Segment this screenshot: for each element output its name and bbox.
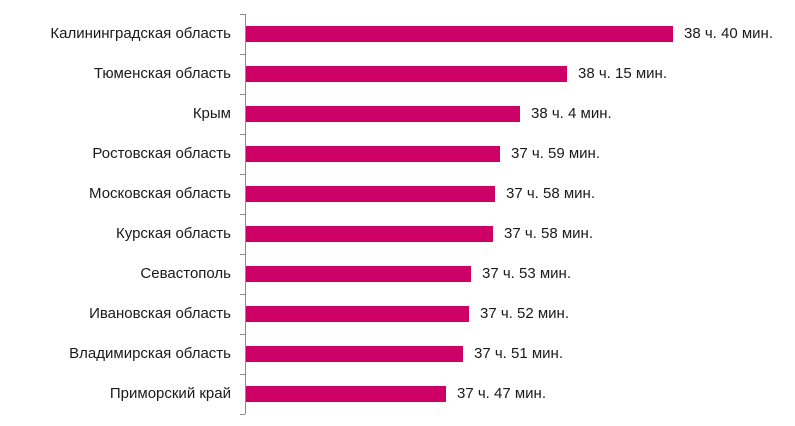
category-label: Калининградская область <box>50 25 231 42</box>
category-label: Севастополь <box>140 265 231 282</box>
category-label: Ивановская область <box>89 305 231 322</box>
value-label: 38 ч. 4 мин. <box>531 105 612 122</box>
value-label: 37 ч. 58 мин. <box>504 225 593 242</box>
bar <box>246 266 471 282</box>
bar <box>246 226 493 242</box>
value-label: 37 ч. 51 мин. <box>474 345 563 362</box>
bar <box>246 146 500 162</box>
category-label: Курская область <box>116 225 231 242</box>
bar <box>246 186 495 202</box>
value-label: 37 ч. 53 мин. <box>482 265 571 282</box>
value-label: 38 ч. 40 мин. <box>684 25 773 42</box>
axis-tick <box>240 54 245 55</box>
bar <box>246 306 469 322</box>
category-label: Приморский край <box>109 385 231 402</box>
category-axis <box>245 14 246 414</box>
value-label: 37 ч. 52 мин. <box>480 305 569 322</box>
axis-tick <box>240 134 245 135</box>
bar <box>246 346 463 362</box>
bar <box>246 66 567 82</box>
value-label: 38 ч. 15 мин. <box>578 65 667 82</box>
axis-tick <box>240 254 245 255</box>
category-label: Ростовская область <box>92 145 231 162</box>
axis-tick <box>240 334 245 335</box>
category-label: Крым <box>192 105 231 122</box>
axis-tick <box>240 174 245 175</box>
axis-tick <box>240 374 245 375</box>
category-label: Владимирская область <box>69 345 231 362</box>
bar <box>246 386 446 402</box>
value-label: 37 ч. 47 мин. <box>457 385 546 402</box>
axis-tick <box>240 94 245 95</box>
axis-tick <box>240 294 245 295</box>
bar <box>246 106 520 122</box>
axis-tick <box>240 414 245 415</box>
value-label: 37 ч. 59 мин. <box>511 145 600 162</box>
category-label: Тюменская область <box>93 65 231 82</box>
axis-tick <box>240 214 245 215</box>
bar <box>246 26 673 42</box>
value-label: 37 ч. 58 мин. <box>506 185 595 202</box>
axis-tick <box>240 14 245 15</box>
category-label: Московская область <box>89 185 231 202</box>
